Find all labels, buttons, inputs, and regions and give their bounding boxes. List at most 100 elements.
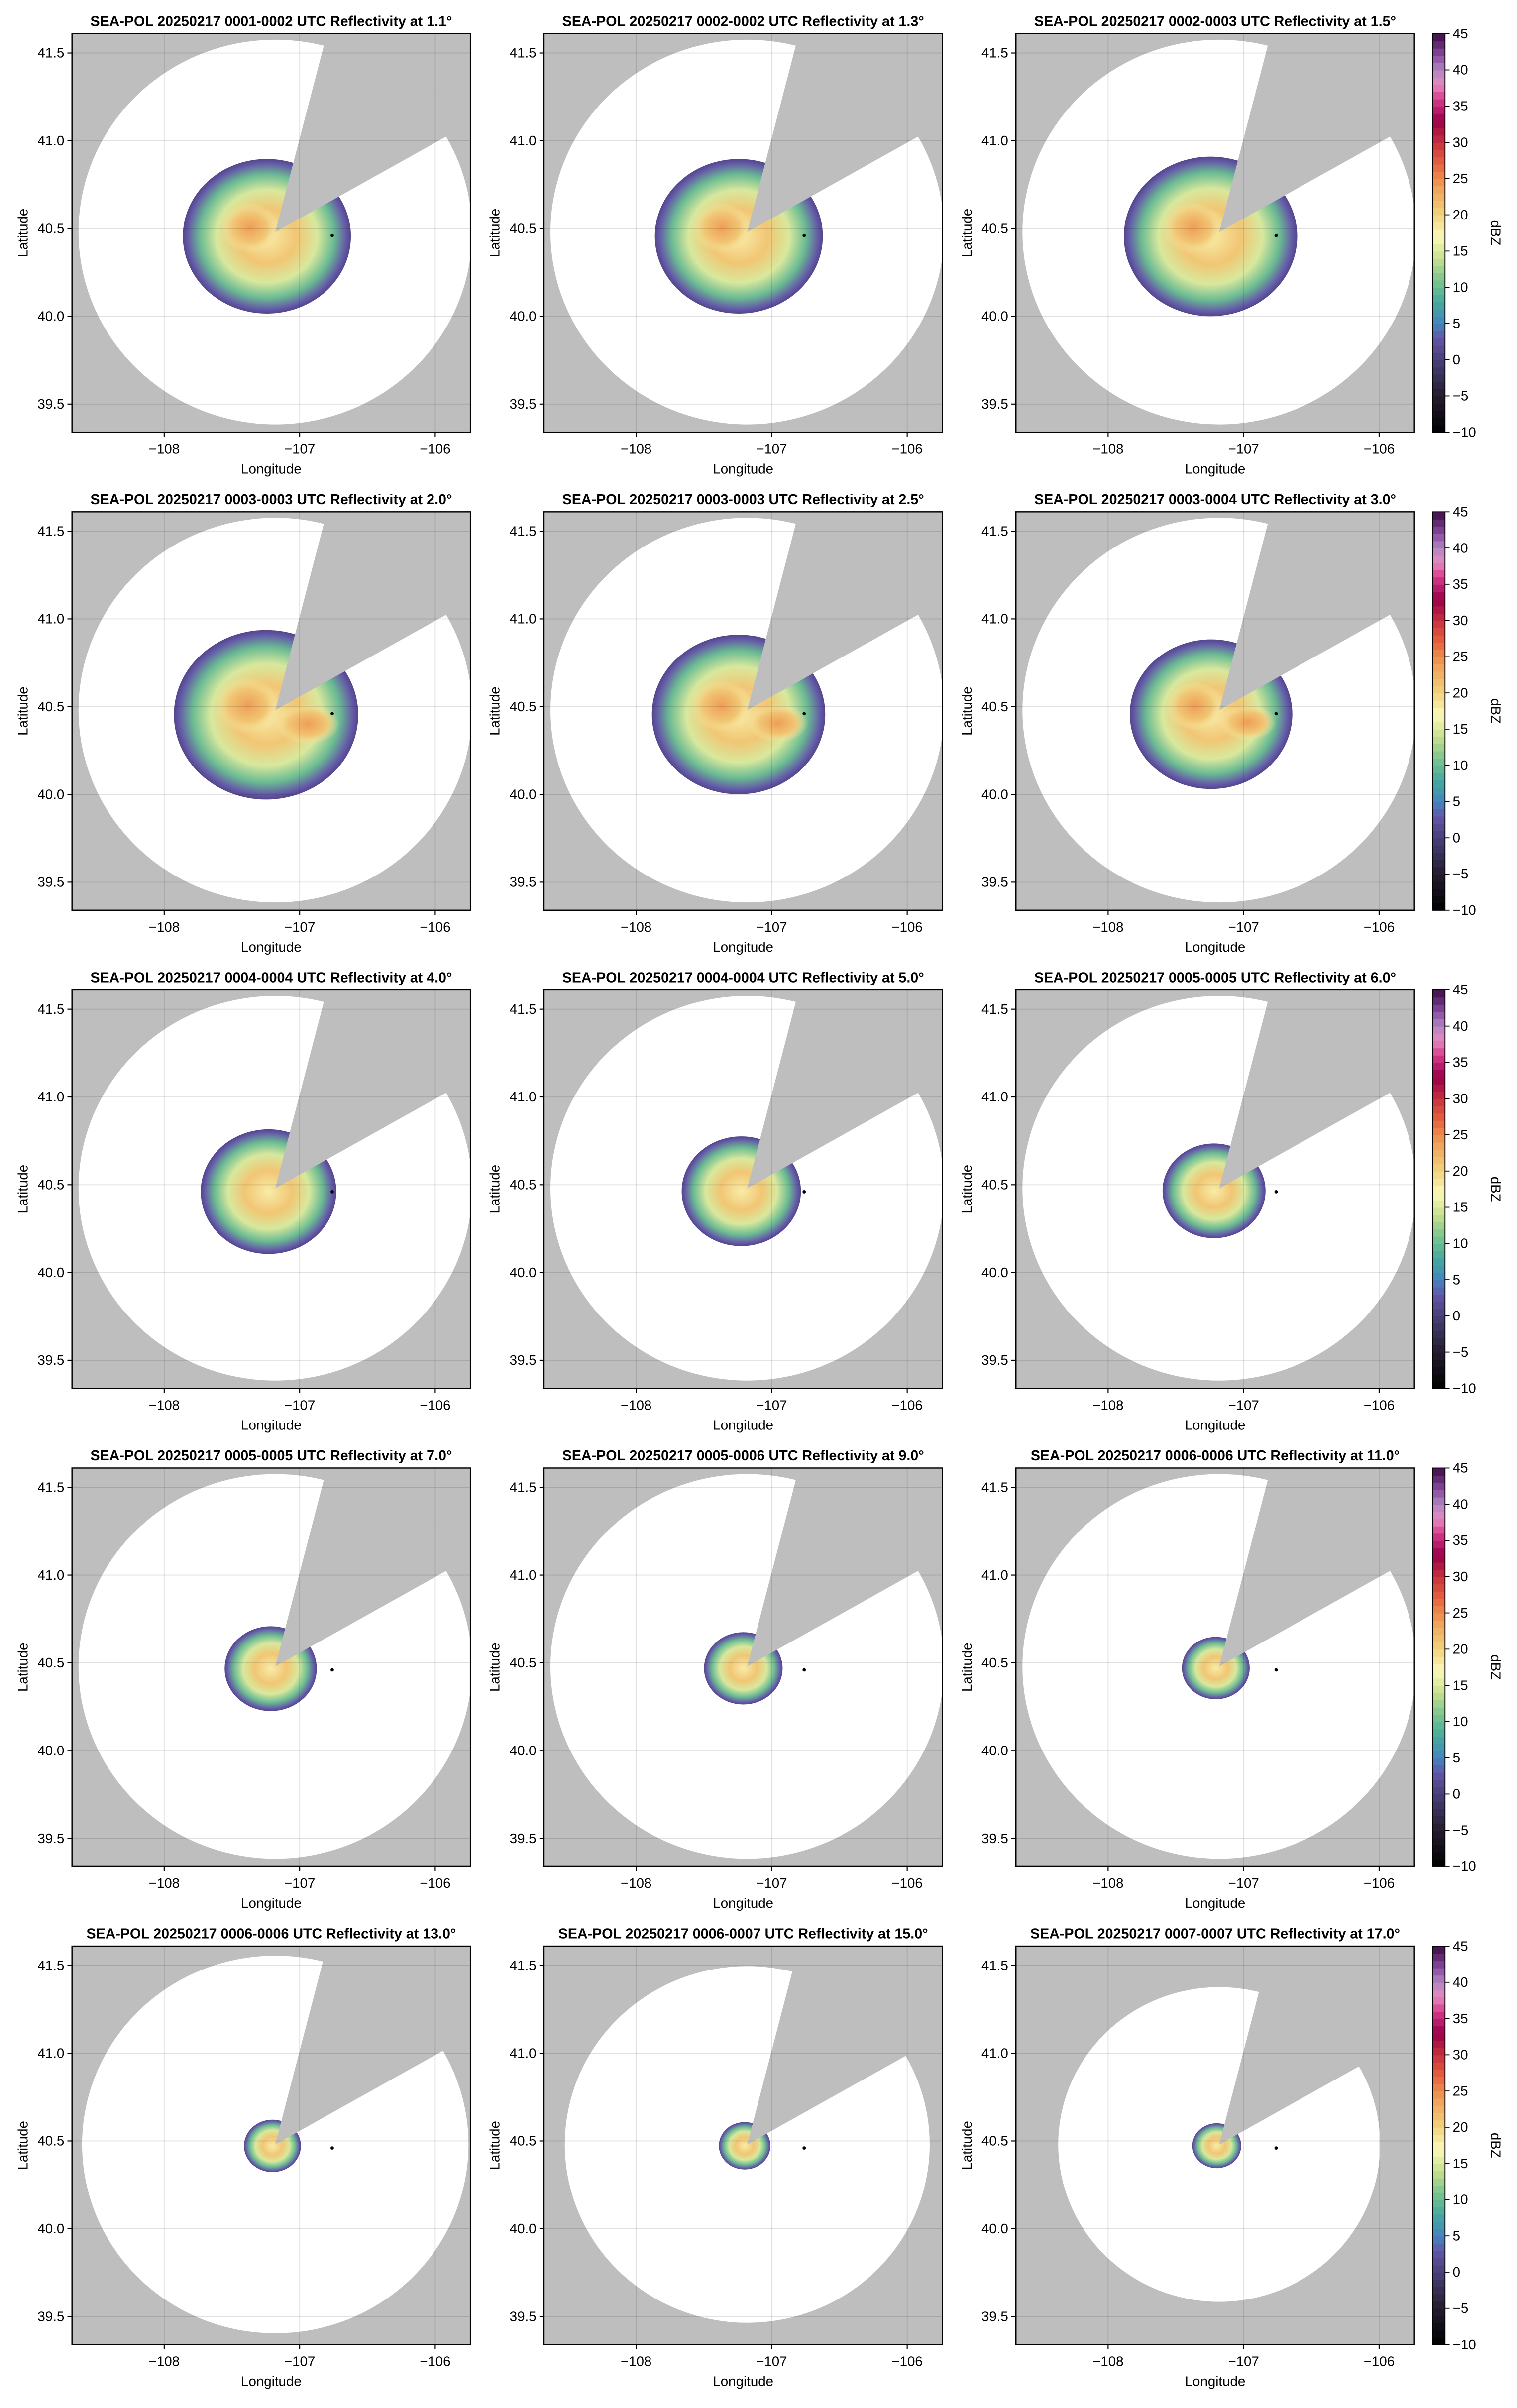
blocked-sector xyxy=(275,33,464,232)
y-tick-label: 40.5 xyxy=(981,1177,1008,1193)
x-tick-label: −107 xyxy=(756,919,787,935)
colorbar-segment xyxy=(1432,2228,1445,2237)
colorbar-segment xyxy=(1432,1004,1445,1012)
colorbar-segment xyxy=(1432,70,1445,78)
panel-title: SEA-POL 20250217 0006-0006 UTC Reflectiv… xyxy=(1031,1448,1400,1464)
colorbar-segment xyxy=(1432,1519,1445,1527)
echo-core xyxy=(1219,704,1277,741)
colorbar-segment xyxy=(1432,1598,1445,1606)
x-tick-label: −107 xyxy=(284,1397,315,1413)
colorbar-segment xyxy=(1432,2337,1445,2345)
colorbar-segment xyxy=(1432,685,1445,694)
colorbar-segment xyxy=(1432,2330,1445,2338)
colorbar-segment xyxy=(1432,55,1445,63)
x-axis-label: Longitude xyxy=(241,939,302,955)
y-tick-label: 41.5 xyxy=(510,45,537,61)
y-tick-label: 40.5 xyxy=(510,1655,537,1670)
axes-frame xyxy=(1015,511,1415,911)
colorbar-segment xyxy=(1432,1019,1445,1027)
colorbar-tick-label: 30 xyxy=(1453,134,1468,150)
x-tick-label: −107 xyxy=(756,2354,787,2369)
colorbar-segment xyxy=(1432,1258,1445,1266)
x-tick-label: −107 xyxy=(284,1875,315,1891)
x-tick-label: −108 xyxy=(1092,919,1123,935)
colorbar-segment xyxy=(1432,1989,1445,1997)
y-tick-label: 41.0 xyxy=(510,1567,537,1583)
x-tick-label: −106 xyxy=(420,441,450,456)
colorbar-segment xyxy=(1432,1700,1445,1708)
x-tick-label: −106 xyxy=(891,1397,922,1413)
y-tick-label: 41.0 xyxy=(981,133,1008,148)
colorbar-segment xyxy=(1432,591,1445,599)
x-axis-label: Longitude xyxy=(713,939,773,955)
colorbar-segment xyxy=(1432,316,1445,324)
colorbar-segment xyxy=(1432,1156,1445,1165)
colorbar-segment xyxy=(1432,678,1445,686)
colorbar-segment xyxy=(1432,1627,1445,1636)
colorbar-segment xyxy=(1432,396,1445,404)
colorbar-segment xyxy=(1432,1526,1445,1534)
colorbar-segment xyxy=(1432,236,1445,244)
y-axis-label: Latitude xyxy=(15,686,30,736)
colorbar-segment xyxy=(1432,359,1445,368)
colorbar-segment xyxy=(1432,830,1445,839)
y-tick-label: 41.5 xyxy=(510,1001,537,1017)
location-marker xyxy=(330,1668,334,1672)
location-marker xyxy=(1274,712,1278,716)
x-tick-label: −106 xyxy=(1364,2354,1395,2369)
colorbar-segment xyxy=(1432,512,1445,520)
colorbar-segment xyxy=(1432,2069,1445,2077)
colorbar: 45 40 35 30 25 20 15 10 5 0 −5 −10 dBZ xyxy=(1432,982,1504,1396)
colorbar-tick-label: 35 xyxy=(1453,576,1468,592)
y-tick-label: 41.0 xyxy=(981,1567,1008,1583)
colorbar-segment xyxy=(1432,99,1445,107)
colorbar-segment xyxy=(1432,1852,1445,1860)
colorbar-segment xyxy=(1432,1656,1445,1664)
x-tick-label: −107 xyxy=(284,441,315,456)
y-tick-label: 41.0 xyxy=(510,133,537,148)
colorbar-segment xyxy=(1432,2301,1445,2309)
axes-frame xyxy=(71,511,471,911)
colorbar-segment xyxy=(1432,1127,1445,1135)
colorbar-segment xyxy=(1432,606,1445,614)
colorbar-segment xyxy=(1432,1996,1445,2005)
y-tick-label: 40.5 xyxy=(981,699,1008,714)
panel-title: SEA-POL 20250217 0007-0007 UTC Reflectiv… xyxy=(1030,1926,1400,1942)
colorbar-segment xyxy=(1432,2062,1445,2070)
y-tick-label: 40.0 xyxy=(37,309,64,324)
colorbar-segment xyxy=(1432,1236,1445,1244)
x-axis-label: Longitude xyxy=(1185,939,1246,955)
colorbar-segment xyxy=(1432,1077,1445,1085)
colorbar-segment xyxy=(1432,2077,1445,2084)
colorbar-segment xyxy=(1432,2192,1445,2200)
y-tick-label: 39.5 xyxy=(981,875,1008,890)
colorbar-segment xyxy=(1432,1714,1445,1722)
colorbar-tick-label: 5 xyxy=(1453,2228,1460,2243)
colorbar-tick-label: 10 xyxy=(1453,279,1468,295)
panel-title: SEA-POL 20250217 0001-0002 UTC Reflectiv… xyxy=(90,13,452,29)
panel-title: SEA-POL 20250217 0006-0006 UTC Reflectiv… xyxy=(87,1926,456,1942)
colorbar-segment xyxy=(1432,41,1445,49)
colorbar-segment xyxy=(1432,1193,1445,1201)
colorbar-segment xyxy=(1432,1280,1445,1288)
location-marker xyxy=(330,712,334,716)
colorbar-segment xyxy=(1432,1729,1445,1737)
x-axis-label: Longitude xyxy=(1185,2374,1246,2389)
colorbar-tick-label: 40 xyxy=(1453,1974,1468,1990)
colorbar-frame xyxy=(1432,33,1446,433)
echo-core xyxy=(691,679,752,732)
colorbar-segment xyxy=(1432,1808,1445,1817)
colorbar-segment xyxy=(1432,1026,1445,1034)
colorbar-tick-label: 40 xyxy=(1453,1496,1468,1512)
colorbar-segment xyxy=(1432,598,1445,607)
colorbar-segment xyxy=(1432,729,1445,737)
y-tick-label: 41.0 xyxy=(510,2045,537,2061)
axes-frame xyxy=(1015,1945,1415,2345)
colorbar-segment xyxy=(1432,859,1445,868)
colorbar-segment xyxy=(1432,765,1445,773)
colorbar-tick-label: 15 xyxy=(1453,721,1468,737)
colorbar-segment xyxy=(1432,1946,1445,1954)
colorbar-segment xyxy=(1432,2322,1445,2331)
colorbar-segment xyxy=(1432,888,1445,896)
colorbar-segment xyxy=(1432,1642,1445,1650)
